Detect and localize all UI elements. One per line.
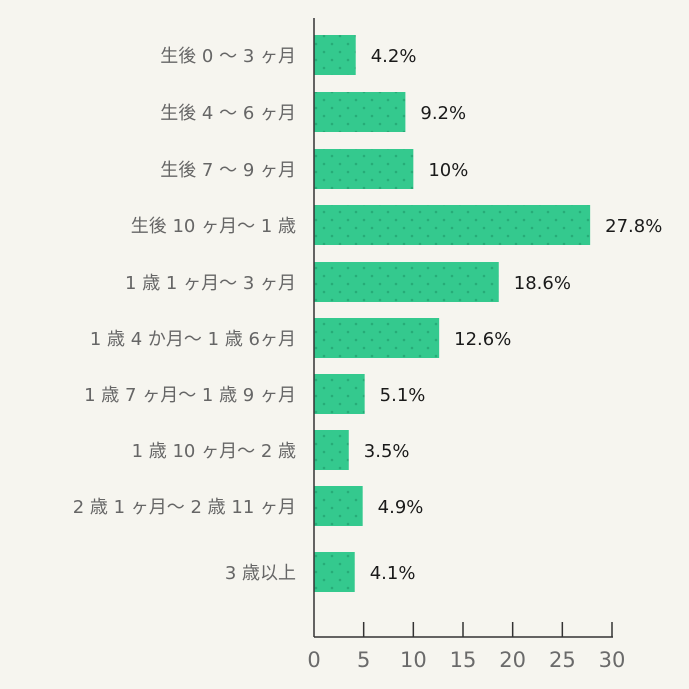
category-label: 生後 7 〜 9 ヶ月 xyxy=(160,160,296,181)
bar xyxy=(314,262,499,302)
category-label: 1 歳 10 ヶ月〜 2 歳 xyxy=(132,441,296,462)
category-label: 生後 10 ヶ月〜 1 歳 xyxy=(131,216,296,237)
x-tick-label: 25 xyxy=(549,648,576,672)
data-label: 4.9% xyxy=(378,497,424,518)
x-tick-label: 30 xyxy=(599,648,626,672)
category-label: 2 歳 1 ヶ月〜 2 歳 11 ヶ月 xyxy=(73,497,296,518)
category-label: 3 歳以上 xyxy=(225,563,296,584)
bar xyxy=(314,374,365,414)
data-label: 27.8% xyxy=(605,216,662,237)
x-tick-label: 20 xyxy=(499,648,526,672)
data-label: 4.2% xyxy=(371,46,417,67)
category-label: 生後 0 〜 3 ヶ月 xyxy=(160,46,296,67)
category-label: 生後 4 〜 6 ヶ月 xyxy=(160,103,296,124)
category-label: 1 歳 4 か月〜 1 歳 6ヶ月 xyxy=(90,329,296,350)
data-label: 9.2% xyxy=(420,103,466,124)
data-label: 18.6% xyxy=(514,273,571,294)
bar xyxy=(314,318,440,358)
bar xyxy=(314,552,355,592)
bar xyxy=(314,430,349,470)
category-label: 1 歳 1 ヶ月〜 3 ヶ月 xyxy=(125,273,296,294)
x-tick-label: 0 xyxy=(307,648,320,672)
bar xyxy=(314,205,591,245)
x-tick-label: 15 xyxy=(450,648,477,672)
data-label: 4.1% xyxy=(370,563,416,584)
bar xyxy=(314,92,406,132)
x-tick-label: 5 xyxy=(357,648,370,672)
bar xyxy=(314,35,356,75)
bar xyxy=(314,486,363,526)
data-label: 12.6% xyxy=(454,329,511,350)
data-label: 10% xyxy=(428,160,468,181)
x-tick-label: 10 xyxy=(400,648,427,672)
data-label: 5.1% xyxy=(380,385,426,406)
data-label: 3.5% xyxy=(364,441,410,462)
category-label: 1 歳 7 ヶ月〜 1 歳 9 ヶ月 xyxy=(84,385,296,406)
bar xyxy=(314,149,414,189)
